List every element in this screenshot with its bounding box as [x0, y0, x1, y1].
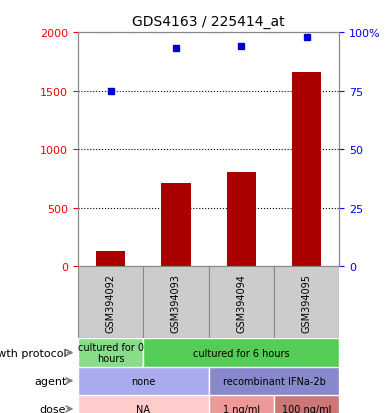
Bar [292, 73, 321, 266]
Text: agent: agent [34, 376, 66, 386]
Bar [144, 266, 209, 339]
Bar [144, 339, 339, 367]
Text: 1 ng/ml: 1 ng/ml [223, 404, 260, 413]
Text: GSM394092: GSM394092 [106, 273, 116, 332]
Text: GSM394095: GSM394095 [301, 273, 312, 332]
Bar [227, 173, 256, 266]
Bar [209, 395, 274, 413]
Text: growth protocol: growth protocol [0, 348, 66, 358]
Bar [78, 367, 209, 395]
Text: GSM394094: GSM394094 [236, 273, 246, 332]
Text: none: none [131, 376, 156, 386]
Bar [274, 395, 339, 413]
Text: 100 ng/ml: 100 ng/ml [282, 404, 332, 413]
Bar [78, 395, 209, 413]
Bar [209, 367, 339, 395]
Bar [161, 183, 191, 266]
Text: NA: NA [136, 404, 150, 413]
Text: recombinant IFNa-2b: recombinant IFNa-2b [223, 376, 325, 386]
Bar [209, 266, 274, 339]
Text: cultured for 0
hours: cultured for 0 hours [78, 342, 144, 363]
Bar [274, 266, 339, 339]
Text: dose: dose [40, 404, 66, 413]
Bar [96, 251, 125, 266]
Title: GDS4163 / 225414_at: GDS4163 / 225414_at [132, 15, 285, 29]
Bar [78, 339, 144, 367]
Text: cultured for 6 hours: cultured for 6 hours [193, 348, 290, 358]
Text: GSM394093: GSM394093 [171, 273, 181, 332]
Bar [78, 266, 144, 339]
